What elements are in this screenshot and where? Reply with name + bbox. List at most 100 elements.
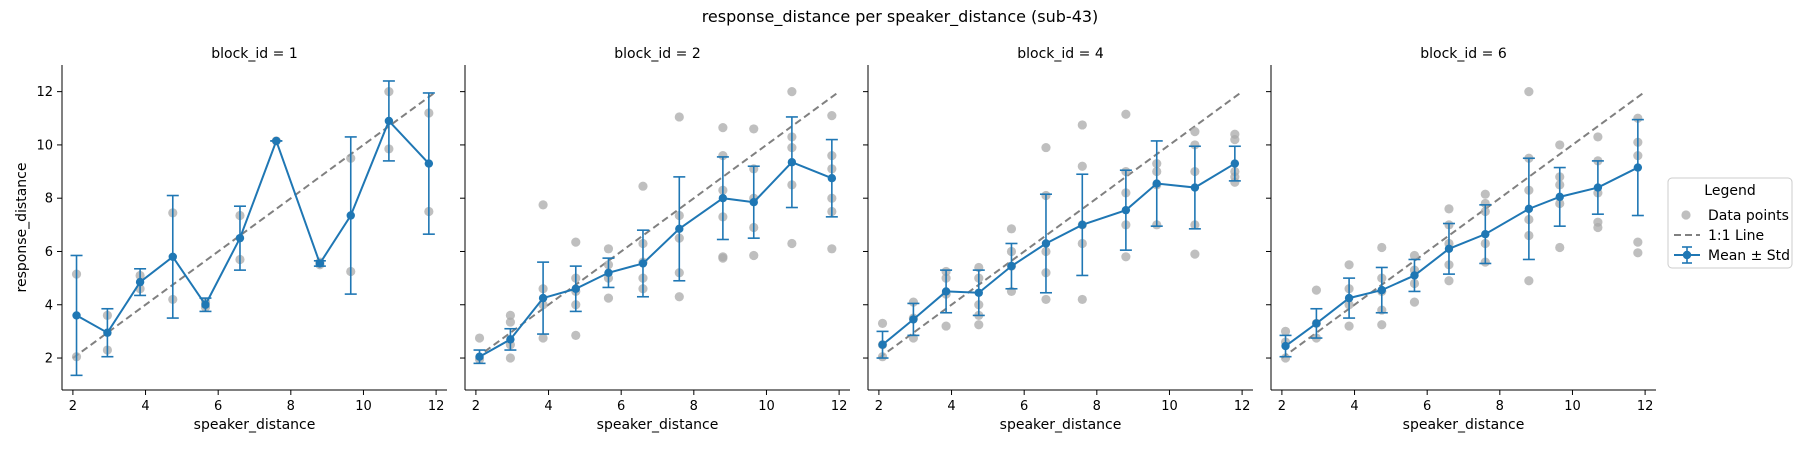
data-point (1280, 353, 1291, 363)
legend-entry: Mean ± Std (1708, 248, 1790, 264)
mean-point (1281, 341, 1290, 351)
data-point (941, 321, 951, 331)
data-point (674, 292, 684, 302)
mean-point (384, 116, 394, 126)
mean-point (272, 136, 281, 146)
x-tick-label: 10 (1564, 399, 1581, 414)
x-tick-label: 4 (141, 399, 149, 414)
data-point (1121, 109, 1131, 119)
data-point (1444, 276, 1454, 286)
data-point (1480, 189, 1490, 199)
mean-line (1284, 166, 1639, 347)
data-point (1593, 132, 1603, 142)
x-tick-label: 4 (544, 399, 552, 414)
data-point (1230, 134, 1240, 145)
mean-point (1444, 244, 1454, 254)
mean-point (1524, 204, 1534, 214)
mean-point (1633, 163, 1643, 172)
data-point (718, 252, 728, 262)
data-point (1409, 250, 1420, 261)
mean-point (424, 159, 434, 168)
panel-2: block_id = 2 2 4 6 8 10 12 speaker_distance (460, 46, 850, 433)
data-point (1006, 224, 1017, 234)
mean-point (315, 259, 325, 268)
legend-title: Legend (1704, 183, 1755, 199)
mean-point (1344, 293, 1354, 303)
x-tick-label: 12 (428, 399, 445, 414)
data-point (1444, 204, 1454, 214)
data-point (1344, 321, 1354, 331)
data-point (1190, 140, 1200, 150)
data-point (827, 111, 837, 121)
data-point (505, 317, 516, 327)
data-point (638, 181, 648, 191)
mean-point (878, 340, 887, 349)
data-point (787, 87, 797, 97)
x-tick-label: 2 (69, 399, 77, 414)
mean-point (1190, 183, 1200, 192)
data-point (1121, 252, 1131, 262)
mean-point (538, 293, 548, 303)
mean-point (827, 174, 837, 183)
x-tick-label: 6 (1423, 399, 1431, 414)
data-point (1041, 294, 1051, 305)
mean-point (604, 268, 613, 277)
x-tick-label: 6 (617, 399, 625, 414)
chart-title: response_distance per speaker_distance (… (702, 7, 1099, 27)
x-tick-label: 8 (690, 399, 698, 414)
data-point (1524, 276, 1534, 286)
mean-point (1481, 229, 1490, 239)
data-point (1377, 320, 1387, 330)
data-point (877, 318, 888, 329)
data-point (749, 250, 759, 261)
x-tick-label: 2 (875, 399, 883, 414)
x-tick-label: 2 (1278, 399, 1286, 414)
mean-point (718, 193, 728, 203)
mean-point (1377, 285, 1386, 295)
mean-point (135, 277, 145, 287)
legend-entry: Data points (1708, 208, 1789, 224)
data-point (538, 200, 548, 210)
mean-point (638, 259, 648, 268)
mean-point (1410, 271, 1419, 280)
x-axis-label: speaker_distance (194, 417, 316, 433)
data-point (718, 123, 728, 133)
x-axis-label: speaker_distance (1403, 417, 1525, 433)
data-point (674, 112, 684, 122)
panel-title: block_id = 6 (1420, 46, 1507, 62)
identity-line (72, 90, 437, 359)
mean-point (1152, 179, 1161, 188)
panel-title: block_id = 2 (614, 46, 700, 62)
data-point (1409, 297, 1420, 307)
mean-point (571, 284, 580, 293)
mean-point (1555, 192, 1564, 202)
x-tick-label: 4 (947, 399, 955, 414)
data-point (1077, 120, 1087, 130)
mean-point (941, 287, 951, 296)
data-point (505, 310, 516, 321)
mean-point (235, 233, 245, 243)
data-point (1555, 140, 1565, 150)
mean-point (909, 315, 918, 324)
x-axis-label: speaker_distance (597, 417, 719, 433)
mean-point (506, 335, 515, 344)
x-axis-label: speaker_distance (1000, 417, 1122, 433)
data-point (1524, 87, 1534, 97)
mean-point (72, 311, 81, 320)
x-tick-label: 8 (287, 399, 295, 414)
mean-point (974, 288, 983, 297)
mean-point (675, 224, 684, 234)
y-tick-label: 10 (36, 138, 53, 153)
x-tick-label: 4 (1350, 399, 1358, 414)
panel-1: block_id = 1 2 4 6 8 10 12 2 4 6 8 10 12 speaker_dist… (14, 46, 447, 433)
data-point (1077, 294, 1087, 305)
legend: Legend Data points 1:1 Line Mean ± Std (1667, 177, 1793, 269)
y-tick-label: 6 (45, 245, 53, 260)
mean-point (749, 197, 758, 207)
panel-title: block_id = 1 (211, 46, 297, 62)
data-point (603, 244, 614, 254)
data-point (1280, 326, 1291, 336)
legend-entry: 1:1 Line (1708, 228, 1764, 244)
data-point (571, 237, 581, 247)
